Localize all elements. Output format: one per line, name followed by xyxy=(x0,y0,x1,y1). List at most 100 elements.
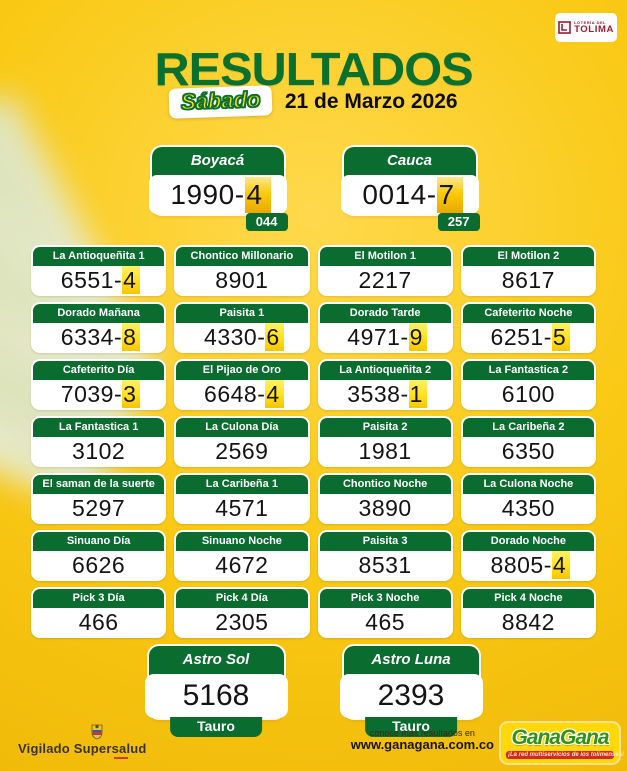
result-cell: La Fantastica 2 6100 xyxy=(460,359,596,410)
results-grid: La Antioqueñita 1 6551 -4 Chontico Millon… xyxy=(31,245,596,638)
astro-number: 5168 xyxy=(144,674,288,718)
result-name: La Antioqueñita 1 xyxy=(33,247,165,266)
result-cell: Sinuano Noche 4672 xyxy=(174,530,310,581)
result-number: 2305 xyxy=(176,608,308,636)
result-name: La Fantastica 2 xyxy=(462,361,594,380)
result-number: 4571 xyxy=(176,494,308,522)
result-main: 6251 xyxy=(490,323,544,350)
result-last-highlight: 4 xyxy=(122,265,141,294)
ganagana-logo-text: GanaGana xyxy=(511,726,609,749)
result-number: 4330 -6 xyxy=(176,322,308,351)
result-cell: Dorado Noche 8805 -4 xyxy=(460,530,596,581)
result-name: Sinuano Día xyxy=(33,532,165,551)
astro-name: Astro Luna xyxy=(371,651,451,668)
result-name: La Caribeña 2 xyxy=(462,418,594,437)
result-main: 6350 xyxy=(501,437,555,464)
result-number: 8901 xyxy=(176,266,308,294)
result-cell: Dorado Tarde 4971 -9 xyxy=(317,302,453,353)
result-suffix: -3 xyxy=(114,379,141,408)
result-number: 8531 xyxy=(319,551,451,579)
result-number: 8617 xyxy=(462,266,594,294)
result-name: El Pijao de Oro xyxy=(176,361,308,380)
result-suffix: -9 xyxy=(400,322,427,351)
result-last-highlight: 1 xyxy=(408,379,427,408)
result-main: 3538 xyxy=(347,380,401,407)
result-main: 4971 xyxy=(347,323,401,350)
result-number: 2569 xyxy=(176,437,308,465)
day-badge: Sábado xyxy=(168,85,274,119)
lottery-name: Cauca xyxy=(386,152,433,169)
result-number: 4672 xyxy=(176,551,308,579)
result-cell: La Antioqueñita 1 6551 -4 xyxy=(31,245,167,296)
result-main: 8805 xyxy=(490,551,544,578)
result-main: 8617 xyxy=(501,266,555,293)
day-badge-label: Sábado xyxy=(180,86,262,115)
result-name: La Culona Día xyxy=(176,418,308,437)
featured-row: Boyacá 1990-4 044 Cauca 0014-7 257 xyxy=(0,147,627,231)
result-name: Cafeterito Noche xyxy=(462,304,594,323)
astro-name: Astro Sol xyxy=(182,651,250,668)
result-suffix: -1 xyxy=(400,379,427,408)
number-dash: - xyxy=(234,178,245,210)
result-last-highlight: 4 xyxy=(265,379,284,408)
result-main: 3102 xyxy=(72,437,126,464)
serie-badge: 044 xyxy=(245,213,288,231)
result-main: 4571 xyxy=(215,494,269,521)
tolima-lt-icon xyxy=(558,21,571,34)
result-cell: El Pijao de Oro 6648 -4 xyxy=(174,359,310,410)
featured-box-cauca: Cauca 0014-7 257 xyxy=(340,147,480,231)
number-last-highlight: 4 xyxy=(244,176,271,213)
result-main: 2305 xyxy=(215,608,269,635)
result-cell: Cafeterito Día 7039 -3 xyxy=(31,359,167,410)
result-suffix: -4 xyxy=(257,379,284,408)
website-link[interactable]: www.ganagana.com.co xyxy=(350,737,494,753)
result-main: 465 xyxy=(365,608,406,635)
number-main: 1990 xyxy=(170,178,235,210)
result-cell: Chontico Noche 3890 xyxy=(317,473,453,524)
result-main: 8901 xyxy=(215,266,269,293)
result-cell: Chontico Millonario 8901 xyxy=(174,245,310,296)
result-main: 5297 xyxy=(72,494,126,521)
result-last-highlight: 3 xyxy=(122,379,141,408)
featured-box-boyaca: Boyacá 1990-4 044 xyxy=(148,147,288,231)
tolima-logo: LOTERÍA DEL TOLIMA xyxy=(555,13,617,42)
result-name: Pick 4 Noche xyxy=(462,589,594,608)
subtitle-row: Sábado 21 de Marzo 2026 xyxy=(0,85,627,119)
result-main: 8531 xyxy=(358,551,412,578)
result-cell: La Fantastica 1 3102 xyxy=(31,416,167,467)
result-name: El Motilon 1 xyxy=(319,247,451,266)
date-text: 21 de Marzo 2026 xyxy=(284,90,458,113)
result-last-highlight: 6 xyxy=(265,322,284,351)
result-cell: Pick 3 Noche 465 xyxy=(317,587,453,638)
result-main: 4330 xyxy=(204,323,258,350)
result-number: 6648 -4 xyxy=(176,379,308,408)
result-main: 6551 xyxy=(60,266,114,293)
result-main: 6334 xyxy=(60,323,114,350)
result-cell: El saman de la suerte 5297 xyxy=(31,473,167,524)
result-number: 6551 -4 xyxy=(33,265,165,294)
result-cell: Sinuano Día 6626 xyxy=(31,530,167,581)
result-number: 6350 xyxy=(462,437,594,465)
result-main: 2217 xyxy=(358,266,412,293)
result-number: 466 xyxy=(33,608,165,636)
result-number: 6334 -8 xyxy=(33,322,165,351)
result-name: La Culona Noche xyxy=(462,475,594,494)
result-name: La Antioqueñita 2 xyxy=(319,361,451,380)
result-number: 465 xyxy=(319,608,451,636)
result-last-highlight: 4 xyxy=(551,550,571,579)
result-name: Dorado Mañana xyxy=(33,304,165,323)
result-number: 5297 xyxy=(33,494,165,522)
number-main: 0014 xyxy=(362,178,427,210)
result-number: 1981 xyxy=(319,437,451,465)
supersalud-crest-icon xyxy=(91,724,103,740)
result-number: 3538 -1 xyxy=(319,379,451,408)
result-suffix: -6 xyxy=(257,322,284,351)
result-cell: El Motilon 1 2217 xyxy=(317,245,453,296)
result-number: 6100 xyxy=(462,380,594,408)
result-main: 6100 xyxy=(501,380,555,407)
result-main: 6626 xyxy=(72,551,126,578)
result-number: 7039 -3 xyxy=(33,379,165,408)
result-name: Paisita 2 xyxy=(319,418,451,437)
result-number: 4350 xyxy=(462,494,594,522)
